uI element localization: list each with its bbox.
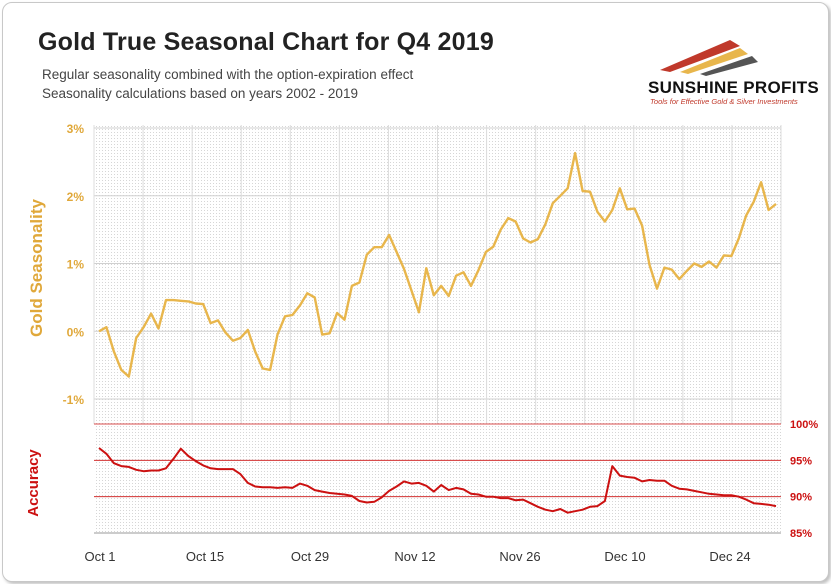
accuracy-series: [98, 447, 777, 514]
accuracy-line: [98, 447, 777, 514]
accuracy-y-ticks: 100% 95% 90% 85%: [790, 419, 818, 540]
x-axis-ticks: Oct 1 Oct 15 Oct 29 Nov 12 Nov 26 Dec 10 Dec 2…: [84, 549, 750, 564]
x-tick-label: Oct 1: [84, 549, 115, 564]
accuracy-y-tick-label: 100%: [790, 419, 818, 431]
gold-y-tick-label: 3%: [67, 122, 85, 136]
gold-y-tick-label: 2%: [67, 190, 85, 204]
accuracy-y-tick-label: 95%: [790, 455, 812, 467]
gold-y-ticks: 3% 2% 1% 0% -1%: [63, 122, 85, 407]
x-tick-label: Dec 24: [709, 549, 750, 564]
gold-y-axis-label: Gold Seasonality: [27, 198, 46, 336]
gold-y-tick-label: -1%: [63, 393, 85, 407]
sunshine-profits-logo-icon: [660, 40, 758, 76]
accuracy-y-tick-label: 90%: [790, 492, 812, 504]
gold-y-tick-label: 1%: [67, 258, 85, 272]
x-tick-label: Oct 15: [186, 549, 224, 564]
accuracy-y-tick-label: 85%: [790, 528, 812, 540]
chart-subtitle-1: Regular seasonality combined with the op…: [42, 67, 414, 82]
logo-tagline: Tools for Effective Gold & Silver Invest…: [650, 97, 798, 106]
x-tick-label: Nov 12: [394, 549, 435, 564]
gold-grid: [93, 125, 782, 424]
x-tick-label: Oct 29: [291, 549, 329, 564]
gold-series: [98, 151, 777, 378]
gold-seasonality-line: [98, 151, 777, 378]
chart-subtitle-2: Seasonality calculations based on years …: [42, 86, 358, 101]
accuracy-y-axis-label: Accuracy: [25, 449, 42, 517]
logo-name: SUNSHINE PROFITS: [648, 78, 820, 97]
x-tick-label: Dec 10: [604, 549, 645, 564]
chart-title: Gold True Seasonal Chart for Q4 2019: [38, 28, 494, 56]
x-tick-label: Nov 26: [499, 549, 540, 564]
gold-y-tick-label: 0%: [67, 325, 85, 339]
